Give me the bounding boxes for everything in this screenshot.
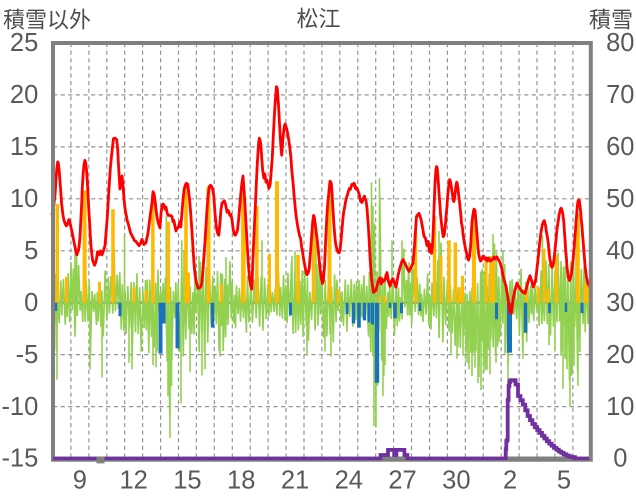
svg-text:30: 30 [442,467,470,495]
svg-text:50: 50 [606,185,634,213]
svg-text:15: 15 [10,133,38,161]
svg-text:18: 18 [227,467,255,495]
svg-text:-15: -15 [1,445,38,473]
svg-text:27: 27 [388,467,416,495]
svg-text:80: 80 [606,29,634,57]
svg-text:25: 25 [10,29,38,57]
svg-text:15: 15 [173,467,201,495]
svg-text:9: 9 [73,467,87,495]
svg-text:0: 0 [24,289,38,317]
svg-text:12: 12 [119,467,147,495]
svg-text:70: 70 [606,81,634,109]
svg-text:積雪以外: 積雪以外 [3,8,91,33]
svg-text:-10: -10 [1,393,38,421]
svg-text:積雪: 積雪 [589,8,633,33]
svg-text:30: 30 [606,289,634,317]
svg-text:2: 2 [503,467,517,495]
svg-text:-5: -5 [16,341,39,369]
svg-text:10: 10 [606,393,634,421]
svg-text:0: 0 [613,445,627,473]
svg-text:10: 10 [10,185,38,213]
svg-text:24: 24 [335,467,363,495]
svg-text:松江: 松江 [296,7,340,32]
svg-text:20: 20 [606,341,634,369]
svg-text:20: 20 [10,81,38,109]
svg-text:5: 5 [557,467,571,495]
svg-text:21: 21 [281,467,309,495]
svg-text:40: 40 [606,237,634,265]
svg-text:60: 60 [606,133,634,161]
svg-text:5: 5 [24,237,38,265]
